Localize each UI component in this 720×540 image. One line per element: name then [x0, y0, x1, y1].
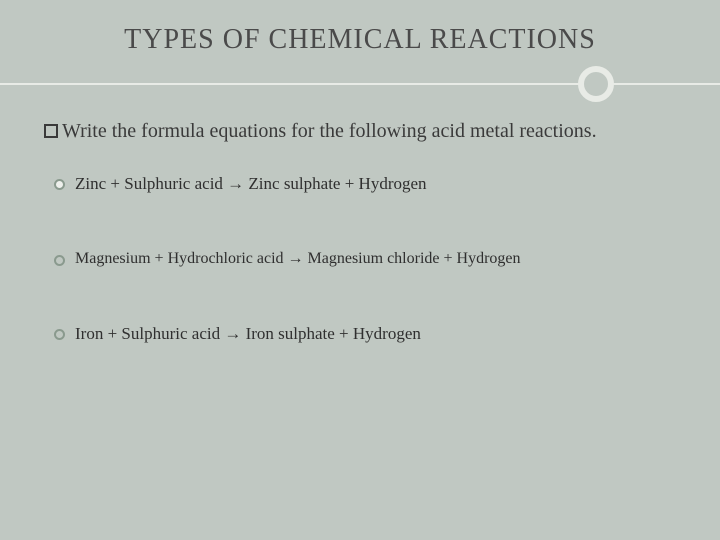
prompt-label: Write the formula equations for the foll… — [62, 120, 597, 142]
list-item: Magnesium + Hydrochloric acid → Magnesiu… — [54, 250, 676, 268]
slide: TYPES OF CHEMICAL REACTIONS Write the fo… — [0, 0, 720, 540]
bullet-open-icon — [54, 255, 65, 266]
list-item: Iron + Sulphuric acid → Iron sulphate + … — [54, 324, 676, 344]
slide-title: TYPES OF CHEMICAL REACTIONS — [44, 24, 676, 56]
list-item-text: Zinc + Sulphuric acid → Zinc sulphate + … — [75, 174, 676, 194]
list-item-text: Magnesium + Hydrochloric acid → Magnesiu… — [75, 250, 676, 268]
bullet-open-icon — [54, 329, 65, 340]
reaction-list: Zinc + Sulphuric acid → Zinc sulphate + … — [44, 174, 676, 344]
divider-ring-icon — [578, 66, 614, 102]
prompt-text: Write the formula equations for the foll… — [44, 118, 676, 144]
bullet-filled-icon — [54, 179, 65, 190]
list-item-text: Iron + Sulphuric acid → Iron sulphate + … — [75, 324, 676, 344]
title-divider — [44, 64, 676, 104]
list-item: Zinc + Sulphuric acid → Zinc sulphate + … — [54, 174, 676, 194]
square-bullet-icon — [44, 124, 58, 138]
